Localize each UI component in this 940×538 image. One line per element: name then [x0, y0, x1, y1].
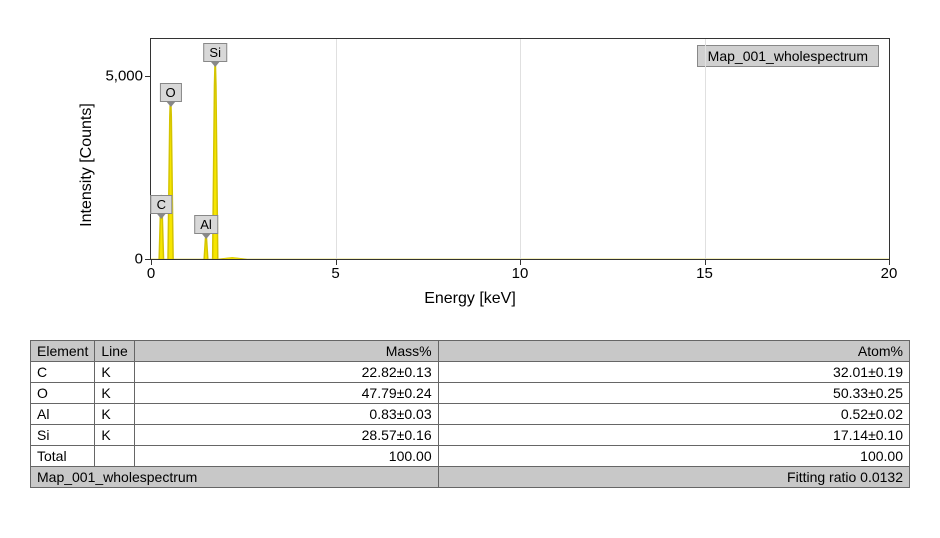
footer-left: Map_001_wholespectrum [31, 467, 439, 488]
cell-element: O [31, 383, 95, 404]
y-axis-label: Intensity [Counts] [78, 103, 96, 227]
total-atom: 100.00 [438, 446, 909, 467]
cell-element: C [31, 362, 95, 383]
peak-label-c: C [151, 195, 172, 214]
y-tick-mark [145, 259, 151, 260]
cell-line: K [95, 404, 135, 425]
cell-line: K [95, 383, 135, 404]
cell-line: K [95, 362, 135, 383]
table-row: CK22.82±0.1332.01±0.19 [31, 362, 910, 383]
x-axis-label: Energy [keV] [424, 290, 516, 308]
table-total-row: Total 100.00 100.00 [31, 446, 910, 467]
x-tick-mark [336, 259, 337, 265]
gridline [520, 39, 521, 259]
cell-atom: 32.01±0.19 [438, 362, 909, 383]
table-row: SiK28.57±0.1617.14±0.10 [31, 425, 910, 446]
x-tick-mark [520, 259, 521, 265]
cell-element: Al [31, 404, 95, 425]
total-mass: 100.00 [135, 446, 438, 467]
hdr-line: Line [95, 341, 135, 362]
peak-label-al: Al [194, 215, 218, 234]
table-footer-row: Map_001_wholespectrum Fitting ratio 0.01… [31, 467, 910, 488]
cell-atom: 17.14±0.10 [438, 425, 909, 446]
cell-mass: 22.82±0.13 [135, 362, 438, 383]
peak-label-o: O [159, 83, 181, 102]
y-tick-mark [145, 76, 151, 77]
composition-table: Element Line Mass% Atom% CK22.82±0.1332.… [30, 340, 910, 488]
cell-atom: 0.52±0.02 [438, 404, 909, 425]
total-line-empty [95, 446, 135, 467]
table-header-row: Element Line Mass% Atom% [31, 341, 910, 362]
cell-element: Si [31, 425, 95, 446]
x-tick-mark [889, 259, 890, 265]
total-label: Total [31, 446, 95, 467]
gridline [705, 39, 706, 259]
cell-mass: 47.79±0.24 [135, 383, 438, 404]
footer-right: Fitting ratio 0.0132 [438, 467, 909, 488]
x-tick-mark [705, 259, 706, 265]
hdr-mass: Mass% [135, 341, 438, 362]
cell-mass: 28.57±0.16 [135, 425, 438, 446]
cell-line: K [95, 425, 135, 446]
plot-area: Map_001_wholespectrum 0510152005,000COAl… [150, 38, 890, 260]
figure-container: Intensity [Counts] Map_001_wholespectrum… [0, 0, 940, 508]
hdr-element: Element [31, 341, 95, 362]
table-body: CK22.82±0.1332.01±0.19OK47.79±0.2450.33±… [31, 362, 910, 446]
cell-atom: 50.33±0.25 [438, 383, 909, 404]
table-row: AlK0.83±0.030.52±0.02 [31, 404, 910, 425]
x-tick-mark [151, 259, 152, 265]
gridline [336, 39, 337, 259]
cell-mass: 0.83±0.03 [135, 404, 438, 425]
table-row: OK47.79±0.2450.33±0.25 [31, 383, 910, 404]
peak-label-si: Si [203, 43, 227, 62]
spectrum-chart: Intensity [Counts] Map_001_wholespectrum… [30, 20, 910, 310]
hdr-atom: Atom% [438, 341, 909, 362]
